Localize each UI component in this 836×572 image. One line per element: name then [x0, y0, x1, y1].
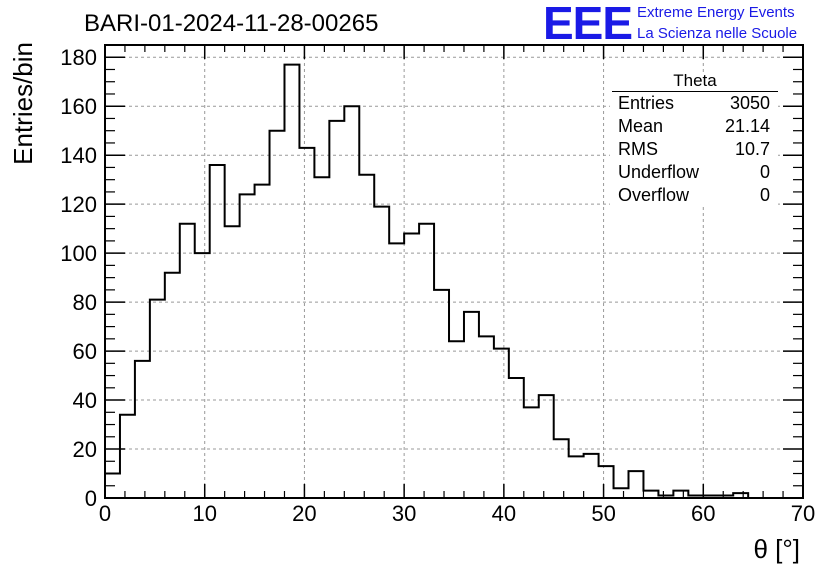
brand-line-1: Extreme Energy Events	[637, 4, 795, 21]
y-tick-label: 140	[60, 143, 97, 168]
stats-row: RMS 10.7	[610, 138, 778, 161]
histogram-bin	[434, 290, 449, 498]
histogram-bin	[299, 148, 314, 498]
histogram-bin	[494, 349, 509, 498]
x-tick-label: 50	[591, 501, 615, 526]
y-tick-label: 20	[73, 437, 97, 462]
histogram-bin	[284, 65, 299, 498]
stats-value: 10.7	[734, 139, 770, 159]
histogram-bin	[419, 224, 434, 498]
histogram-outline	[104, 63, 764, 499]
y-axis-label: Entries/bin	[8, 42, 38, 165]
stats-rows: Entries 3050 Mean 21.14 RMS 10.7 Underflow 0 Ove…	[610, 92, 778, 207]
stats-value: 0	[759, 185, 770, 205]
histogram-bin	[449, 341, 464, 498]
histogram-bin	[225, 226, 240, 498]
histogram-bin	[673, 491, 688, 498]
y-tick-label: 60	[73, 339, 97, 364]
histogram-bin	[509, 378, 524, 498]
eee-logo: EEE	[543, 0, 633, 49]
histogram-bin	[584, 454, 599, 498]
x-tick-label: 0	[99, 501, 111, 526]
histogram-bin	[120, 415, 135, 498]
x-tick-label: 20	[292, 501, 316, 526]
histogram-bin	[389, 243, 404, 498]
x-tick-label: 60	[691, 501, 715, 526]
histogram-bin	[539, 395, 554, 498]
histogram-bin	[554, 439, 569, 498]
y-tick-label: 160	[60, 94, 97, 119]
histogram-bin	[404, 234, 419, 498]
histogram-bin	[464, 312, 479, 498]
axis-ticks	[104, 44, 804, 499]
histogram-bin	[240, 194, 255, 498]
stats-value: 3050	[729, 93, 770, 113]
stats-label: Entries	[618, 93, 675, 113]
stats-label: Underflow	[618, 162, 700, 182]
histogram-bin	[150, 300, 165, 498]
y-tick-label: 80	[73, 290, 97, 315]
histogram-bin	[135, 361, 150, 498]
y-tick-label: 180	[60, 45, 97, 70]
histogram-bin	[614, 488, 629, 498]
x-tick-label: 40	[492, 501, 516, 526]
histogram-bin	[314, 177, 329, 498]
run-title: BARI-01-2024-11-28-00265	[84, 10, 379, 37]
histogram-bin	[479, 336, 494, 498]
y-tick-label: 100	[60, 241, 97, 266]
tick-labels: 0 10 20 30 40 50 60 70 0 20 40 60 80 100 120 140 160 180	[60, 45, 815, 526]
stats-value: 21.14	[724, 116, 770, 136]
y-tick-label: 40	[73, 388, 97, 413]
histogram-bin	[255, 185, 270, 498]
stats-row: Underflow 0	[610, 161, 778, 184]
x-tick-label: 30	[392, 501, 416, 526]
stats-label: Mean	[618, 116, 664, 136]
plot-frame	[104, 44, 804, 499]
histogram-bin	[599, 466, 614, 498]
y-tick-label: 120	[60, 192, 97, 217]
histogram-bin	[374, 207, 389, 498]
brand-line-2: La Scienza nelle Scuole	[637, 25, 798, 42]
x-tick-label: 70	[791, 501, 815, 526]
histogram-bin	[569, 456, 584, 498]
x-axis-label: θ [°]	[753, 534, 800, 564]
stats-box: Theta Entries 3050 Mean 21.14 RMS 10.7 Underfl…	[610, 72, 778, 207]
histogram-bin	[524, 407, 539, 498]
histogram-bin	[329, 121, 344, 498]
stats-value: 0	[759, 162, 770, 182]
y-tick-label: 0	[85, 486, 97, 511]
histogram-bin	[643, 491, 658, 498]
stats-label: Overflow	[618, 185, 690, 205]
stats-label: RMS	[618, 139, 658, 159]
x-tick-label: 10	[192, 501, 216, 526]
stats-row: Entries 3050	[610, 92, 778, 115]
stats-row: Mean 21.14	[610, 115, 778, 138]
histogram-bin	[629, 471, 644, 498]
stats-row: Overflow 0	[610, 184, 778, 207]
histogram-bin	[210, 165, 225, 498]
histogram-bin	[270, 131, 285, 498]
stats-title: Theta	[612, 72, 778, 92]
histogram-bin	[165, 273, 180, 498]
grid	[105, 45, 803, 498]
histogram-bin	[180, 224, 195, 498]
histogram-bin	[195, 253, 210, 498]
